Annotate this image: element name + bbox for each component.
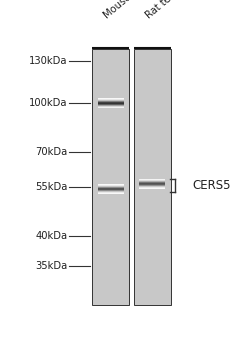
Text: 55kDa: 55kDa (35, 182, 68, 192)
Bar (139, 182, 165, 183)
Bar (139, 188, 165, 189)
Bar (98, 98, 124, 99)
Text: 40kDa: 40kDa (36, 231, 68, 241)
Text: 70kDa: 70kDa (35, 147, 68, 157)
Bar (98, 190, 124, 191)
Bar (98, 189, 124, 190)
Bar (98, 188, 124, 189)
Text: 130kDa: 130kDa (29, 56, 68, 66)
Bar (98, 105, 124, 106)
Bar (98, 107, 124, 108)
Text: Mouse testis: Mouse testis (102, 0, 156, 21)
Bar (139, 184, 165, 185)
Bar (98, 184, 124, 185)
Text: 35kDa: 35kDa (35, 261, 68, 271)
Bar (139, 180, 165, 181)
Bar (139, 181, 165, 182)
Bar (98, 187, 124, 188)
Bar (98, 99, 124, 100)
Bar (98, 103, 124, 104)
Bar (134, 49, 171, 304)
Bar (98, 191, 124, 192)
Bar (98, 100, 124, 101)
Bar (139, 183, 165, 184)
Bar (98, 185, 124, 186)
Text: CERS5: CERS5 (193, 179, 231, 192)
Text: Rat testis: Rat testis (144, 0, 186, 21)
Text: 100kDa: 100kDa (29, 98, 68, 108)
Bar (139, 187, 165, 188)
Bar (139, 186, 165, 187)
Bar (98, 104, 124, 105)
Bar (98, 193, 124, 194)
Bar (139, 185, 165, 186)
Bar (98, 106, 124, 107)
Bar (98, 102, 124, 103)
Bar (139, 179, 165, 180)
Bar (92, 49, 129, 304)
Bar (98, 186, 124, 187)
